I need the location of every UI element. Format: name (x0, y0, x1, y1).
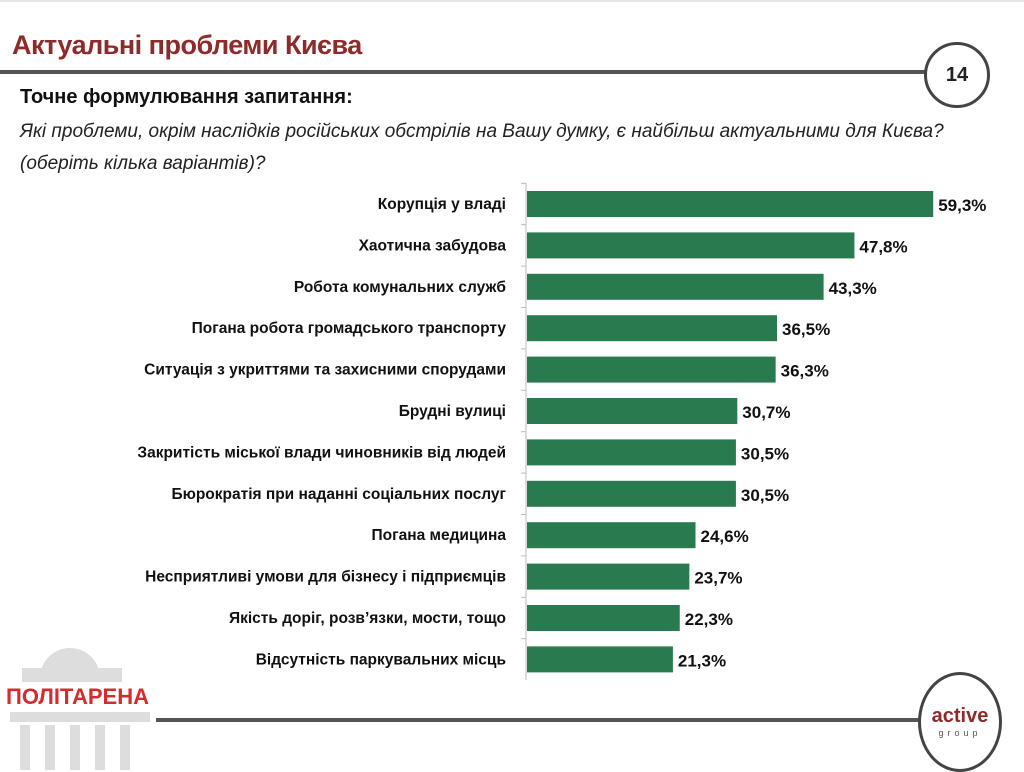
category-label: Якість доріг, розв’язки, мости, тощо (229, 610, 506, 627)
value-label: 36,3% (781, 362, 829, 381)
value-label: 47,8% (859, 237, 907, 256)
politarena-logo: ПОЛІТАРЕНА (6, 684, 149, 710)
value-label: 30,5% (741, 486, 789, 505)
category-label: Корупція у владі (378, 196, 506, 213)
category-label: Ситуація з укриттями та захисними споруд… (144, 362, 506, 379)
value-label: 22,3% (685, 610, 733, 629)
bar (527, 356, 776, 383)
value-label: 43,3% (829, 279, 877, 298)
building-logo-icon (10, 648, 150, 770)
value-label: 23,7% (694, 569, 742, 588)
active-group-logo: active group (918, 672, 1002, 772)
category-label: Закритість міської влади чиновників від … (137, 444, 506, 461)
category-label: Бюрократія при наданні соціальних послуг (171, 486, 506, 503)
bar (527, 646, 673, 673)
value-label: 36,5% (782, 320, 830, 339)
page-number: 14 (924, 42, 990, 108)
logo-active: active (931, 705, 989, 727)
value-label: 24,6% (701, 527, 749, 546)
bar (527, 522, 696, 549)
bar (527, 480, 736, 507)
bar (527, 563, 690, 590)
category-label: Відсутність паркувальних місць (256, 651, 506, 668)
bar (527, 315, 778, 342)
top-border (0, 0, 1024, 2)
bar (527, 439, 736, 466)
value-label: 30,5% (741, 444, 789, 463)
logo-group: group (938, 728, 982, 738)
category-label: Робота комунальних служб (294, 279, 506, 296)
footer-divider (156, 718, 922, 722)
category-label: Погана робота громадського транспорту (192, 320, 507, 337)
value-label: 30,7% (742, 403, 790, 422)
value-label: 59,3% (938, 196, 986, 215)
category-label: Несприятливі умови для бізнесу і підприє… (145, 569, 506, 586)
category-label: Погана медицина (372, 527, 507, 544)
bar (527, 232, 855, 259)
header-divider (0, 70, 926, 74)
category-label: Хаотична забудова (359, 237, 507, 254)
page-title: Актуальні проблеми Києва (12, 30, 362, 60)
category-label: Брудні вулиці (399, 403, 506, 420)
question-text: Які проблеми, окрім наслідків російських… (20, 121, 944, 174)
bar (527, 398, 738, 424)
bar (527, 605, 680, 631)
bar (527, 191, 934, 217)
bar (527, 273, 824, 300)
value-label: 21,3% (678, 651, 726, 670)
question-heading: Точне формулювання запитання: (20, 86, 353, 108)
